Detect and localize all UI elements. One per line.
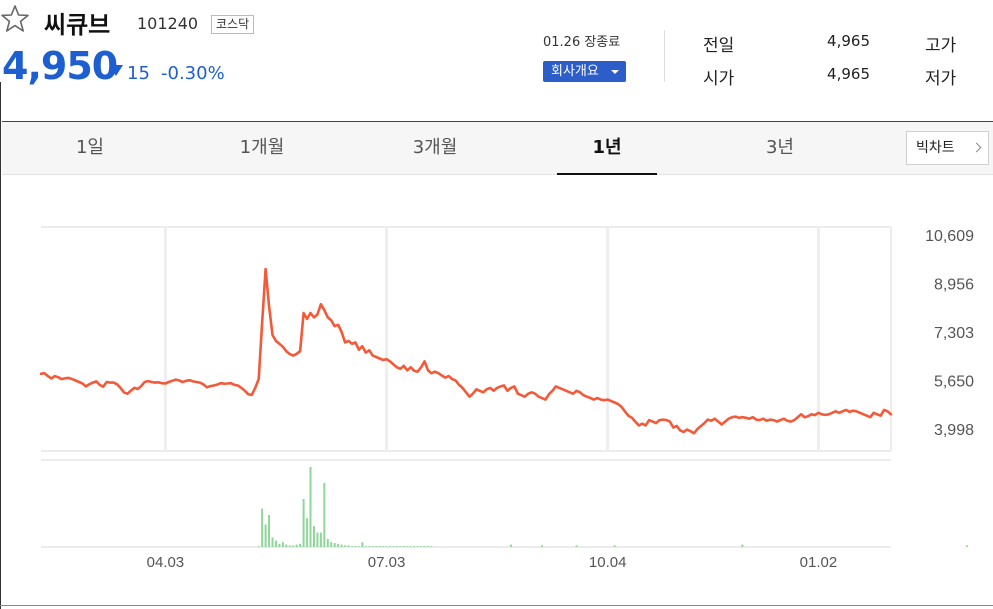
market-badge: 코스닥: [211, 15, 255, 34]
volume-bar: [416, 546, 419, 547]
volume-bar: [741, 544, 744, 547]
prev-close-label: 전일: [703, 36, 735, 56]
volume-bar: [385, 546, 388, 547]
stock-header: 씨큐브 101240 코스닥 4,950 15 -0.30% 01.26 장종료…: [0, 0, 993, 120]
price-change: 15: [127, 63, 150, 84]
volume-bar: [399, 546, 402, 547]
tab-1-year[interactable]: 1년: [557, 122, 657, 175]
volume-bar: [323, 483, 326, 547]
y-tick-label: 7,303: [934, 325, 974, 342]
volume-bar: [426, 546, 429, 547]
volume-bar: [382, 546, 385, 547]
tab-1-day[interactable]: 1일: [75, 137, 104, 158]
volume-bar: [413, 546, 416, 547]
volume-bar: [378, 546, 381, 547]
volume-bar: [326, 539, 329, 547]
volume-bar: [406, 546, 409, 547]
y-tick-label: 10,609: [925, 228, 974, 245]
volume-bar: [361, 542, 364, 547]
y-tick-label: 8,956: [934, 277, 974, 294]
volume-bar: [347, 545, 350, 547]
header-divider: [664, 30, 665, 82]
volume-bar: [271, 537, 274, 547]
x-tick-label: 07.03: [368, 554, 406, 571]
volume-bar: [264, 524, 267, 547]
volume-bar: [333, 543, 336, 547]
volume-bar: [541, 545, 544, 547]
company-overview-label: 회사개요: [551, 64, 599, 79]
company-overview-button[interactable]: 회사개요: [543, 61, 626, 82]
volume-bar: [295, 544, 298, 547]
volume-bar: [257, 546, 260, 547]
volume-bar: [288, 545, 291, 547]
high-label: 고가: [925, 36, 957, 56]
volume-bar: [371, 546, 374, 547]
price-line: [39, 267, 893, 435]
volume-bar: [409, 546, 412, 547]
volume-bar: [340, 544, 343, 547]
volume-bar: [364, 546, 367, 547]
volume-bar: [285, 544, 288, 547]
volume-bar: [509, 544, 512, 547]
volume-bar: [316, 532, 319, 547]
open-label: 시가: [703, 69, 735, 89]
x-tick-label: 04.03: [147, 554, 185, 571]
tab-1-month[interactable]: 1개월: [239, 137, 285, 158]
volume-bar: [354, 546, 357, 547]
panel-left-edge: [0, 82, 1, 609]
tab-3-month[interactable]: 3개월: [412, 137, 458, 158]
price-change-rate: -0.30%: [161, 63, 225, 84]
volume-bar: [344, 545, 347, 547]
stock-code: 101240: [137, 14, 199, 33]
big-chart-button[interactable]: 빅차트: [906, 131, 989, 165]
volume-bar: [337, 543, 340, 547]
volume-bar: [292, 545, 295, 547]
x-tick-label: 01.02: [800, 554, 838, 571]
volume-bar: [268, 515, 271, 547]
chevron-right-icon: [971, 142, 982, 153]
favorite-star-icon[interactable]: [0, 4, 30, 34]
volume-bar: [395, 546, 398, 547]
volume-bar: [613, 545, 616, 547]
volume-bar: [420, 546, 423, 547]
volume-bar: [350, 546, 353, 547]
volume-bar: [281, 542, 284, 547]
volume-bar: [261, 508, 264, 547]
volume-bar: [309, 467, 312, 547]
volume-bar: [402, 546, 405, 547]
volume-bar: [274, 540, 277, 547]
period-tabs: 1일 1개월 3개월 1년 3년 빅차트: [2, 121, 993, 175]
volume-bar: [302, 499, 305, 547]
current-price: 4,950: [2, 44, 118, 88]
low-label: 저가: [925, 69, 957, 89]
volume-bar: [312, 526, 315, 547]
volume-bar: [306, 518, 309, 547]
volume-bar: [575, 545, 578, 547]
volume-bar: [330, 542, 333, 547]
market-close-info: 01.26 장종료: [543, 35, 621, 50]
volume-bar: [392, 546, 395, 547]
y-tick-label: 3,998: [934, 422, 974, 439]
y-tick-label: 5,650: [934, 374, 974, 391]
volume-bar: [278, 543, 281, 547]
tab-3-year[interactable]: 3년: [765, 137, 794, 158]
volume-bar: [299, 543, 302, 547]
price-chart: 04.03 07.03 10.04 01.02 10,609 8,956 7,303 5,65…: [39, 226, 974, 571]
volume-bar: [375, 546, 378, 547]
bottom-rule: [0, 605, 993, 606]
volume-bar: [423, 546, 426, 547]
caret-down-icon: [611, 70, 619, 74]
volume-bar: [368, 546, 371, 547]
open-value: 4,965: [827, 65, 870, 83]
volume-bar: [388, 546, 391, 547]
volume-bar: [319, 532, 322, 547]
volume-bar: [430, 546, 433, 547]
volume-bar: [357, 546, 360, 547]
volume-bar: [966, 545, 969, 547]
down-arrow-icon: [109, 65, 123, 76]
x-tick-label: 10.04: [589, 554, 627, 571]
prev-close-value: 4,965: [827, 32, 870, 50]
big-chart-label: 빅차트: [916, 140, 955, 156]
stock-name[interactable]: 씨큐브: [44, 11, 111, 39]
